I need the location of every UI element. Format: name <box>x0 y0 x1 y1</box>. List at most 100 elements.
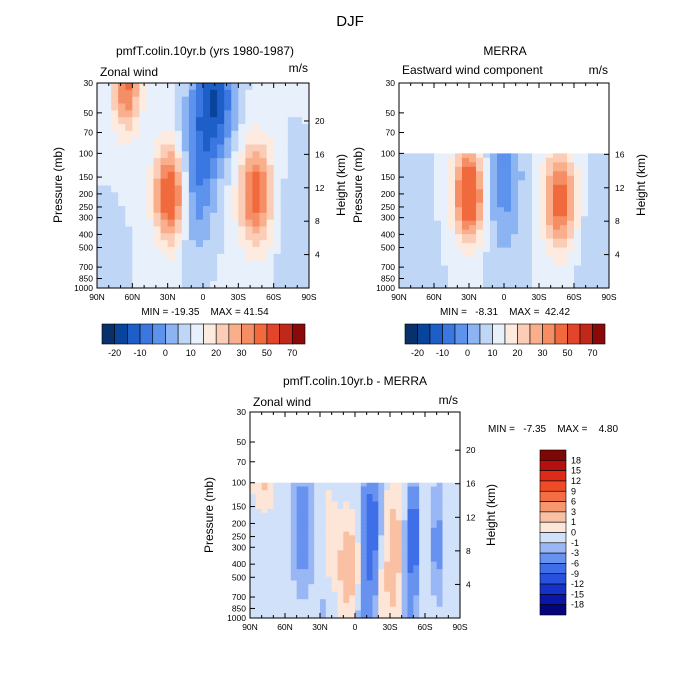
heatmap-cell <box>111 158 119 166</box>
heatmap-cell <box>504 189 512 195</box>
heatmap-cell <box>448 561 455 566</box>
heatmap-cell <box>188 158 197 166</box>
heatmap-cell <box>442 602 449 608</box>
heatmap-cell <box>553 234 561 240</box>
heatmap-cell <box>331 505 339 510</box>
heatmap-cell <box>406 252 414 258</box>
heatmap-cell <box>490 220 498 226</box>
heatmap-cell <box>448 595 455 600</box>
heatmap-cell <box>285 527 292 533</box>
heatmap-cell <box>455 283 463 289</box>
heatmap-cell <box>420 243 428 249</box>
heatmap-cell <box>132 110 140 118</box>
heatmap-cell <box>390 587 397 593</box>
heatmap-cell <box>395 561 403 566</box>
heatmap-cell <box>395 550 403 555</box>
heatmap-cell <box>252 226 261 234</box>
heatmap-cell <box>448 501 455 506</box>
heatmap-cell <box>210 103 218 111</box>
heatmap-cell <box>378 542 385 548</box>
heatmap-cell <box>167 260 176 269</box>
heatmap-cell <box>454 486 461 491</box>
heatmap-cell <box>273 524 280 529</box>
heatmap-cell <box>273 576 280 582</box>
heatmap-cell <box>490 162 498 168</box>
heatmap-cell <box>302 569 309 574</box>
heatmap-cell <box>343 569 350 574</box>
heatmap-cell <box>420 265 428 271</box>
heatmap-cell <box>483 243 491 249</box>
heatmap-cell <box>302 554 309 559</box>
heatmap-cell <box>469 220 477 226</box>
heatmap-cell <box>390 509 397 514</box>
heatmap-cell <box>279 482 286 488</box>
heatmap-cell <box>343 494 350 499</box>
heatmap-cell <box>366 527 374 533</box>
heatmap-cell <box>255 591 263 597</box>
heatmap-cell <box>436 580 444 585</box>
heatmap-cell <box>434 229 442 235</box>
heatmap-cell <box>255 587 263 593</box>
heatmap-cell <box>111 83 119 91</box>
heatmap-cell <box>490 202 498 208</box>
heatmap-cell <box>301 137 310 146</box>
heatmap-cell <box>483 261 491 267</box>
heatmap-cell <box>174 247 183 255</box>
heatmap-cell <box>280 178 289 187</box>
heatmap-cell <box>425 535 432 540</box>
heatmap-cell <box>181 83 190 91</box>
heatmap-cell <box>366 516 374 521</box>
heatmap-cell <box>104 281 112 289</box>
heatmap-cell <box>308 497 315 503</box>
heatmap-cell <box>146 206 155 214</box>
heatmap-cell <box>245 165 254 173</box>
heatmap-cell <box>384 486 391 491</box>
heatmap-cell <box>273 233 282 241</box>
heatmap-cell <box>553 252 561 258</box>
heatmap-cell <box>97 171 105 180</box>
heatmap-cell <box>407 595 414 600</box>
heatmap-cell <box>588 193 596 199</box>
heatmap-cell <box>419 509 426 514</box>
heatmap-cell <box>331 550 339 555</box>
heatmap-cell <box>210 212 218 221</box>
heatmap-cell <box>455 261 463 267</box>
heatmap-cell <box>111 199 119 207</box>
heatmap-cell <box>273 281 282 289</box>
heatmap-cell <box>217 206 225 214</box>
heatmap-cell <box>574 198 582 204</box>
heatmap-cell <box>337 527 344 533</box>
heatmap-cell <box>366 602 374 608</box>
heatmap-cell <box>372 494 379 499</box>
heatmap-cell <box>442 490 449 495</box>
heatmap-cell <box>511 198 519 204</box>
heatmap-cell <box>238 178 246 187</box>
heatmap-cell <box>273 520 280 525</box>
heatmap-cell <box>125 260 133 269</box>
heatmap-cell <box>539 252 547 258</box>
heatmap-cell <box>160 240 169 248</box>
heatmap-cell <box>245 124 254 132</box>
heatmap-cell <box>104 253 112 262</box>
heatmap-cell <box>104 267 112 275</box>
heatmap-cell <box>395 580 403 585</box>
heatmap-cell <box>287 274 296 282</box>
heatmap-cell <box>595 157 603 163</box>
heatmap-cell <box>181 151 190 159</box>
heatmap-cell <box>153 103 162 111</box>
heatmap-cell <box>442 512 449 518</box>
colorbar-box <box>517 323 531 345</box>
heatmap-cell <box>118 185 126 193</box>
heatmap-cell <box>349 482 356 488</box>
heatmap-cell <box>483 225 491 231</box>
heatmap-cell <box>483 256 491 262</box>
heatmap-cell <box>331 494 339 499</box>
heatmap-cell <box>567 225 575 231</box>
heatmap-cell <box>261 539 269 544</box>
heatmap-cell <box>181 103 190 111</box>
heatmap-cell <box>296 602 304 608</box>
heatmap-cell <box>279 535 286 540</box>
heatmap-cell <box>574 234 582 240</box>
heatmap-cell <box>427 256 435 262</box>
heatmap-cell <box>413 494 420 499</box>
